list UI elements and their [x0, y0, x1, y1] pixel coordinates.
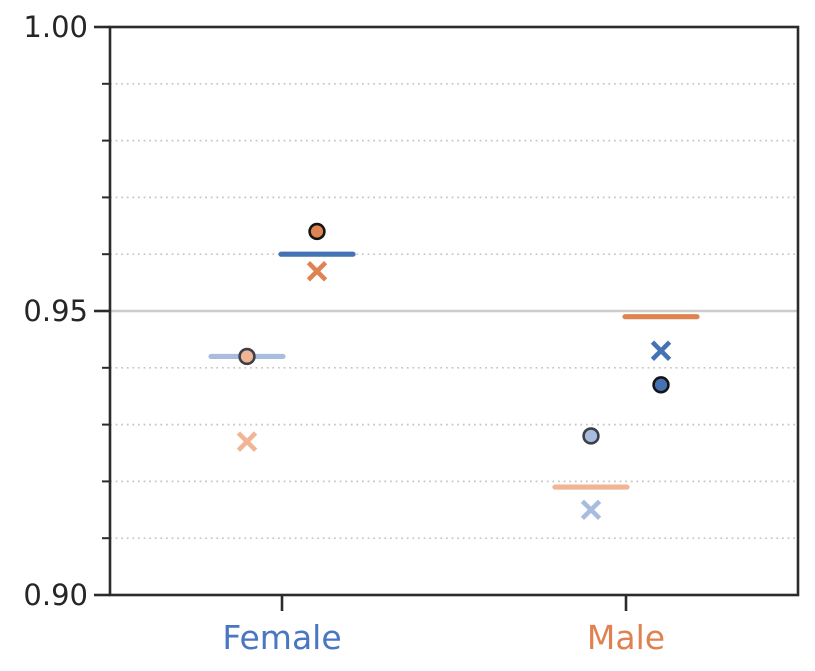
y-tick-label: 0.90: [23, 578, 88, 612]
x-tick-label-female: Female: [222, 618, 341, 657]
y-tick-label: 1.00: [23, 10, 88, 44]
y-tick-label: 0.95: [23, 294, 88, 328]
marker-circle: [582, 427, 600, 445]
marker-circle: [308, 222, 326, 241]
marker-x: [306, 261, 328, 282]
marker-x: [580, 499, 602, 521]
marker-circle: [652, 376, 670, 394]
marker-x: [650, 340, 672, 361]
marker-circle: [238, 347, 256, 366]
x-tick-label-male: Male: [587, 618, 665, 657]
marker-x: [236, 431, 258, 452]
